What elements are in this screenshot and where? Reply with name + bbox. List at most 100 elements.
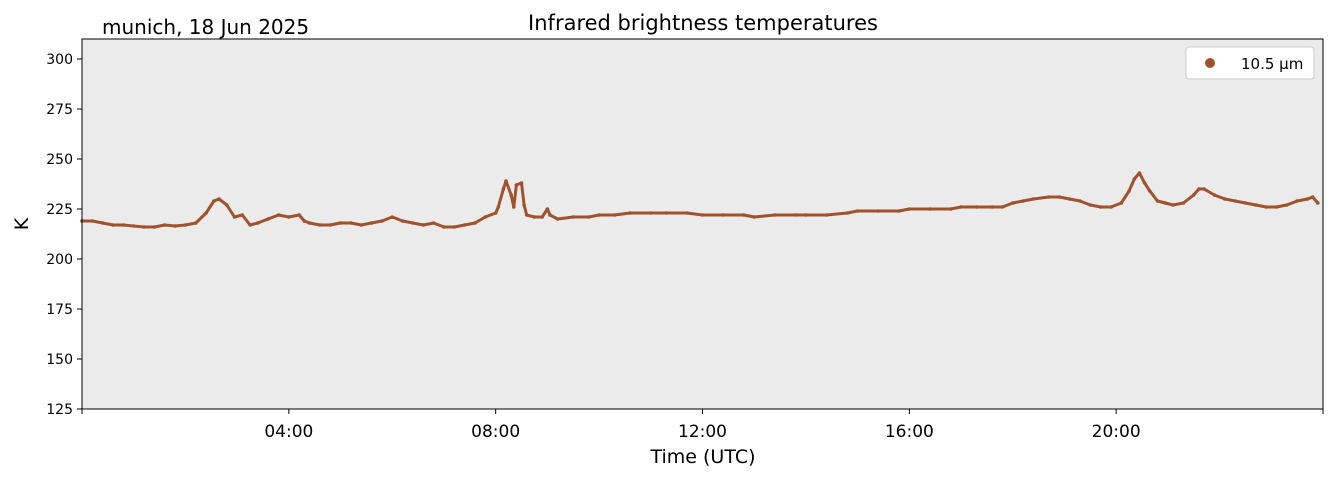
- data-point: [804, 213, 808, 217]
- data-point: [1148, 189, 1152, 193]
- data-point: [369, 221, 374, 225]
- data-point: [442, 225, 446, 229]
- data-point: [248, 223, 252, 227]
- data-point: [1202, 187, 1206, 191]
- data-point: [1088, 203, 1093, 207]
- x-tick-label: 20:00: [1092, 422, 1141, 442]
- data-point: [1021, 199, 1025, 203]
- data-point: [545, 207, 550, 211]
- data-point: [1310, 195, 1315, 199]
- data-point: [1171, 203, 1175, 207]
- data-point: [121, 223, 126, 227]
- data-point: [548, 213, 552, 217]
- data-point: [974, 205, 979, 209]
- data-point: [225, 203, 229, 207]
- series-layer: [80, 171, 1320, 229]
- data-point: [555, 217, 560, 221]
- x-tick-label: 12:00: [678, 422, 727, 442]
- legend: 10.5 µm: [1185, 46, 1315, 80]
- data-point: [1000, 205, 1005, 209]
- data-point: [287, 215, 291, 219]
- data-point: [897, 209, 901, 213]
- y-tick-label: 300: [46, 52, 73, 68]
- data-point: [824, 213, 829, 217]
- x-tick-label: 08:00: [471, 422, 520, 442]
- data-point: [928, 207, 932, 211]
- data-point: [1212, 193, 1217, 197]
- data-point: [452, 225, 457, 229]
- data-point: [876, 209, 881, 213]
- data-point: [1223, 197, 1227, 201]
- data-point: [431, 221, 436, 225]
- data-point: [493, 211, 498, 215]
- data-point: [162, 223, 167, 227]
- data-point: [232, 215, 237, 219]
- data-point: [411, 221, 415, 225]
- data-point: [462, 223, 467, 227]
- data-point: [297, 213, 302, 217]
- data-point: [524, 213, 529, 217]
- data-point: [302, 219, 307, 223]
- data-point: [255, 221, 260, 225]
- data-point: [1137, 171, 1142, 175]
- plot-area: [82, 39, 1323, 409]
- y-tick-label: 125: [46, 402, 73, 418]
- data-point: [571, 215, 575, 219]
- data-point: [1254, 203, 1258, 207]
- data-point: [380, 219, 384, 223]
- data-point: [522, 203, 526, 207]
- data-point: [359, 223, 364, 227]
- x-axis-title: Time (UTC): [649, 446, 755, 468]
- data-point: [100, 221, 105, 225]
- data-point: [204, 211, 208, 215]
- data-point: [721, 213, 725, 217]
- data-point: [1163, 201, 1168, 205]
- data-point: [1295, 199, 1299, 203]
- legend-marker: [1205, 58, 1215, 68]
- data-point: [307, 221, 312, 225]
- data-point: [349, 221, 353, 225]
- data-point: [700, 213, 705, 217]
- x-axis: 04:00 08:00 12:00 16:00 20:00: [81, 409, 1324, 442]
- data-point: [1274, 205, 1279, 209]
- y-axis: 125 150 175 200 225 250 275 300: [46, 52, 82, 418]
- data-point: [1142, 181, 1147, 185]
- data-point: [1191, 193, 1196, 197]
- location-date-label: munich, 18 Jun 2025: [102, 15, 309, 39]
- data-point: [400, 219, 405, 223]
- data-point: [421, 223, 426, 227]
- chart-title: Infrared brightness temperatures: [528, 11, 878, 35]
- data-point: [1109, 205, 1113, 209]
- data-point: [990, 205, 994, 209]
- y-tick-label: 175: [46, 302, 73, 318]
- data-point: [1181, 201, 1186, 205]
- data-point: [328, 223, 333, 227]
- data-point: [496, 205, 501, 209]
- data-point: [504, 179, 508, 183]
- data-point: [212, 199, 216, 203]
- data-point: [90, 219, 95, 223]
- data-point: [1264, 205, 1268, 209]
- data-point: [1233, 199, 1237, 203]
- data-point: [586, 215, 591, 219]
- data-point: [266, 217, 270, 221]
- data-point: [1155, 199, 1160, 203]
- data-point: [519, 181, 524, 185]
- data-point: [390, 215, 395, 219]
- data-point: [855, 209, 860, 213]
- data-point: [1098, 205, 1103, 209]
- y-tick-label: 225: [46, 202, 73, 218]
- data-point: [612, 213, 617, 217]
- data-point: [948, 207, 953, 211]
- data-point: [664, 211, 669, 215]
- data-point: [1127, 189, 1131, 193]
- data-point: [240, 213, 245, 217]
- data-point: [1305, 197, 1310, 201]
- data-point: [685, 211, 689, 215]
- data-point: [1078, 199, 1082, 203]
- y-tick-label: 150: [46, 352, 73, 368]
- data-point: [514, 183, 519, 187]
- data-point: [1316, 201, 1320, 205]
- data-point: [473, 221, 477, 225]
